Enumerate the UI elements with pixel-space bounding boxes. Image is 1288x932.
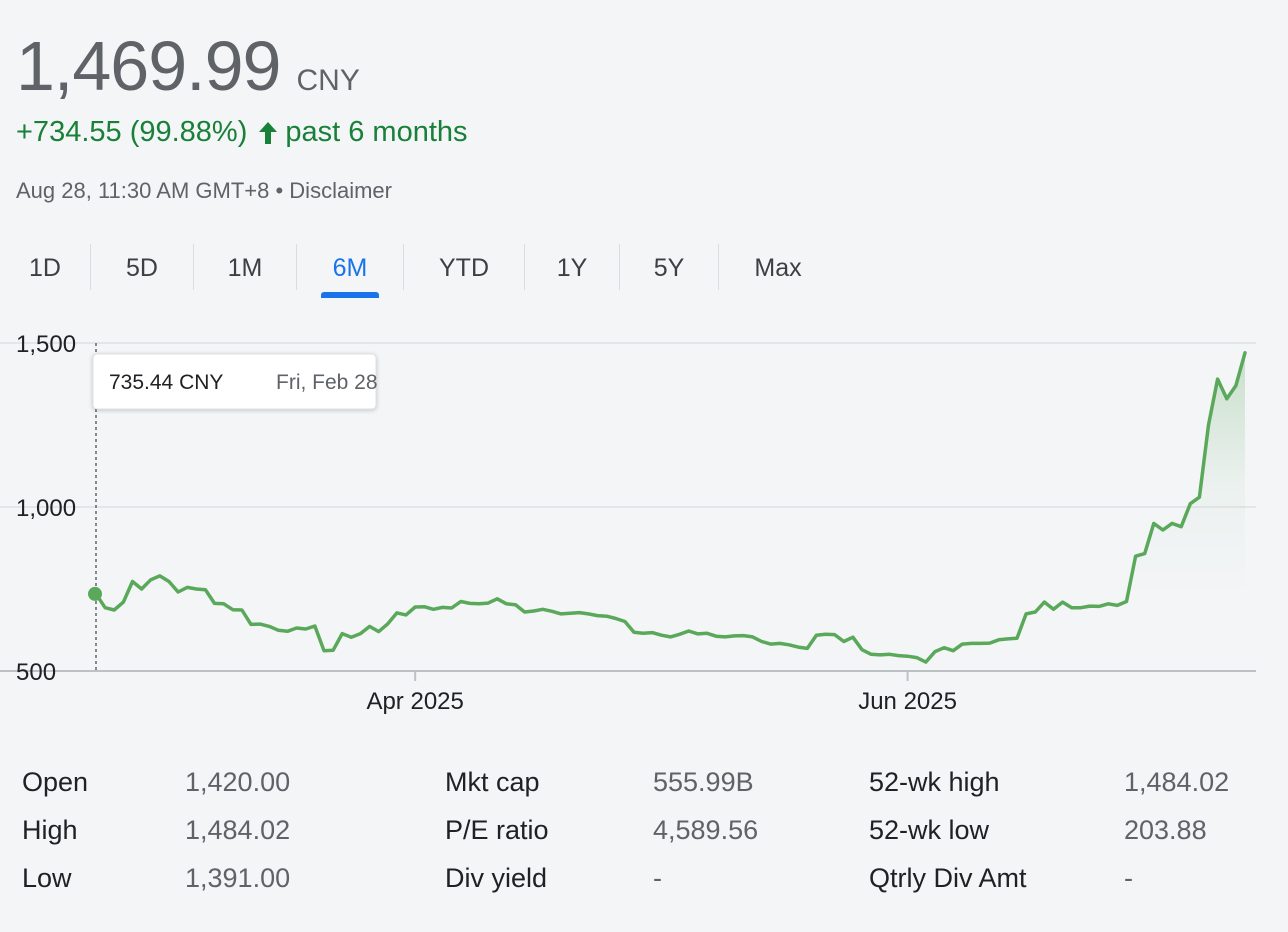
- stats-row: High 1,484.02 P/E ratio 4,589.56 52-wk l…: [22, 806, 1229, 854]
- tab-6m[interactable]: 6M: [297, 244, 403, 296]
- tab-divider: [718, 244, 719, 290]
- meta-separator: •: [275, 178, 284, 203]
- stat-label: 52-wk low: [869, 814, 990, 845]
- y-tick-label: 1,500: [16, 331, 76, 358]
- stat-value: 555.99B: [653, 766, 754, 797]
- quote-meta: Aug 28, 11:30 AM GMT+8 • Disclaimer: [16, 178, 392, 204]
- hover-point: [88, 586, 102, 601]
- stat-label: Qtrly Div Amt: [869, 862, 1027, 893]
- currency-label: CNY: [296, 64, 360, 97]
- tab-1m[interactable]: 1M: [227, 254, 263, 282]
- tab-ytd[interactable]: YTD: [439, 254, 489, 282]
- y-tick-label: 500: [16, 659, 56, 686]
- key-stats: Open 1,420.00 Mkt cap 555.99B 52-wk high…: [22, 758, 1272, 902]
- current-price: 1,469.99: [16, 27, 281, 105]
- stat-value: 1,420.00: [185, 766, 291, 797]
- tooltip-date: Fri, Feb 28: [276, 371, 378, 394]
- stat-value: -: [1124, 862, 1133, 893]
- range-tabs: 1D 5D 1M 6M YTD 1Y 5Y Max: [0, 244, 837, 296]
- tab-divider: [403, 244, 404, 290]
- tab-1d[interactable]: 1D: [29, 254, 61, 282]
- stat-label: Div yield: [445, 862, 548, 893]
- change-amount: +734.55 (99.88%): [16, 116, 248, 148]
- stat-value: 203.88: [1124, 814, 1207, 845]
- tab-divider: [193, 244, 194, 290]
- price-header: 1,469.99 CNY: [16, 26, 360, 106]
- price-series-line: [94, 351, 1247, 664]
- stat-label: 52-wk high: [869, 766, 1000, 797]
- tab-max[interactable]: Max: [754, 254, 802, 282]
- stat-value: 1,484.02: [1124, 766, 1230, 797]
- arrow-up-icon: [259, 121, 278, 144]
- stats-row: Open 1,420.00 Mkt cap 555.99B 52-wk high…: [22, 758, 1229, 806]
- stat-label: Mkt cap: [445, 766, 540, 797]
- change-period: past 6 months: [285, 116, 468, 148]
- price-change: +734.55 (99.88%) past 6 months: [16, 116, 468, 149]
- stat-label: Open: [22, 766, 89, 797]
- disclaimer-link[interactable]: Disclaimer: [289, 178, 392, 203]
- stat-value: 1,484.02: [185, 814, 291, 845]
- stat-label: High: [22, 814, 78, 845]
- stat-label: P/E ratio: [445, 814, 549, 845]
- tab-divider: [619, 244, 620, 290]
- tab-5d[interactable]: 5D: [126, 254, 158, 282]
- tab-1y[interactable]: 1Y: [556, 254, 588, 282]
- stat-value: 1,391.00: [185, 862, 291, 893]
- tooltip-value: 735.44 CNY: [109, 371, 223, 394]
- tab-5y[interactable]: 5Y: [653, 254, 685, 282]
- stat-value: 4,589.56: [653, 814, 759, 845]
- stat-label: Low: [22, 862, 72, 893]
- stats-row: Low 1,391.00 Div yield - Qtrly Div Amt -: [22, 854, 1229, 902]
- chart-tooltip: 735.44 CNY Fri, Feb 28: [92, 353, 378, 410]
- x-tick-label: Apr 2025: [366, 688, 463, 715]
- y-tick-label: 1,000: [16, 495, 76, 522]
- stat-value: -: [653, 862, 662, 893]
- tab-divider: [524, 244, 525, 290]
- quote-timestamp: Aug 28, 11:30 AM GMT+8: [16, 178, 270, 203]
- x-tick-label: Jun 2025: [858, 688, 957, 715]
- tab-divider: [90, 244, 91, 290]
